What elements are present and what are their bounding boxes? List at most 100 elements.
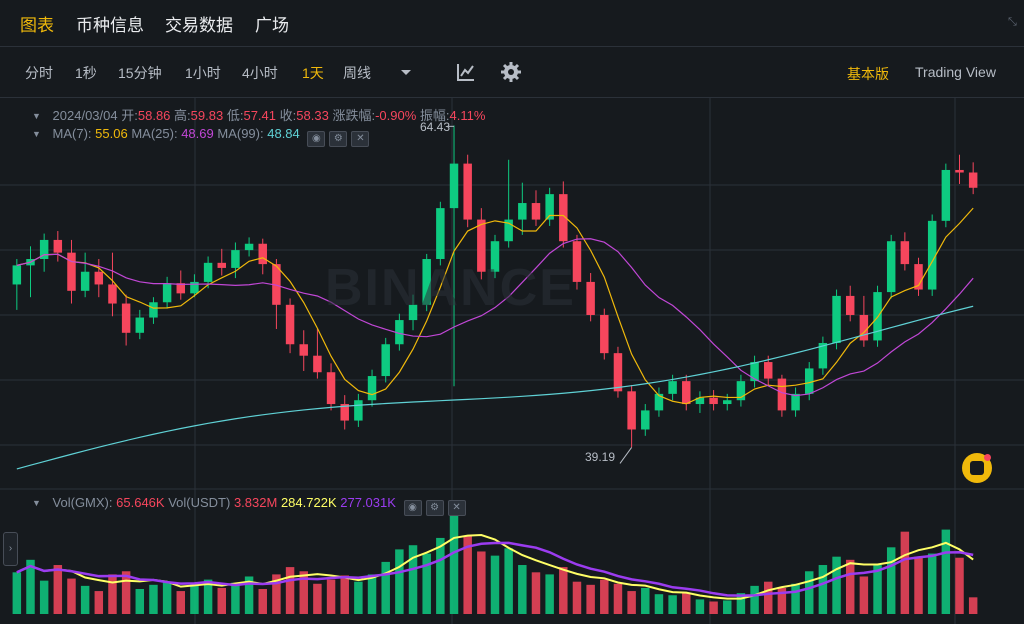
candle-body: [463, 163, 472, 220]
volume-bar: [477, 551, 486, 614]
volume-bar: [422, 553, 431, 614]
timeframe-time[interactable]: 分时: [25, 65, 53, 81]
chevron-down-icon[interactable]: [396, 67, 416, 79]
indicator-icon[interactable]: [455, 61, 477, 83]
volume-bar: [135, 588, 145, 614]
volume-ma1-line: [16, 534, 974, 600]
candle-body: [326, 372, 336, 405]
volume-bar: [531, 572, 541, 614]
candle-body: [654, 393, 664, 411]
volume-bar: [927, 553, 937, 614]
volume-bar: [367, 574, 377, 614]
gear-icon[interactable]: [500, 61, 522, 83]
open-value: 58.86: [137, 108, 171, 123]
low-price-marker: 39.19: [585, 450, 616, 464]
candle-body: [67, 252, 76, 291]
binance-watermark: BINANCE: [325, 259, 576, 317]
tab-coin-info[interactable]: 币种信息: [76, 16, 144, 35]
timeframe-1d[interactable]: 1天: [302, 65, 324, 81]
candle-body: [176, 283, 186, 294]
open-label: 开:: [121, 108, 138, 123]
candle-body: [190, 281, 199, 294]
volume-bar: [121, 571, 131, 614]
caret-down-icon[interactable]: ▼: [32, 498, 41, 508]
low-label: 低:: [226, 108, 244, 123]
change-value: -0.90%: [375, 108, 417, 123]
volume-bar: [299, 571, 308, 614]
volume-bar: [900, 531, 910, 614]
candle-body: [53, 239, 63, 253]
close-icon[interactable]: ✕: [351, 131, 370, 147]
close-icon[interactable]: ✕: [447, 500, 466, 516]
volume-bar: [313, 583, 322, 614]
candle-body: [94, 271, 104, 285]
volume-bar: [545, 574, 554, 614]
volume-bar: [518, 565, 527, 614]
tab-square[interactable]: 广场: [255, 16, 289, 35]
ma99-line: [16, 305, 974, 470]
volume-bar: [408, 545, 418, 614]
volume-ma2-line: [16, 541, 974, 597]
caret-down-icon[interactable]: ▼: [32, 129, 41, 139]
volume-bar: [108, 574, 117, 614]
candle-body: [408, 304, 418, 321]
candle-body: [354, 400, 363, 421]
volume-bar: [873, 565, 882, 614]
volume-bar: [641, 587, 650, 614]
candle-body: [941, 169, 951, 221]
volume-bar: [682, 593, 691, 614]
collapse-icon[interactable]: ⤡: [1008, 16, 1017, 28]
mode-trading-view[interactable]: Trading View: [915, 64, 996, 80]
close-label: 收:: [279, 108, 297, 123]
volume-bar: [695, 599, 705, 614]
candle-body: [12, 265, 22, 285]
volume-bar: [285, 567, 295, 614]
timeframe-1w[interactable]: 周线: [343, 65, 371, 81]
candle-body: [777, 378, 787, 411]
volume-bar: [449, 515, 459, 614]
eye-icon[interactable]: ◉: [403, 500, 422, 516]
settings-icon[interactable]: ⚙: [425, 500, 444, 516]
volume-bar: [627, 591, 636, 614]
vol-ma2-value: 277.031K: [340, 495, 396, 510]
settings-icon[interactable]: ⚙: [329, 131, 348, 147]
notification-dot: [984, 454, 991, 461]
volume-bar: [941, 529, 951, 614]
mode-basic[interactable]: 基本版: [847, 66, 889, 82]
tab-chart[interactable]: 图表: [20, 16, 54, 35]
volume-bar: [968, 597, 978, 614]
tab-trading-data[interactable]: 交易数据: [165, 16, 233, 35]
candle-body: [600, 314, 609, 354]
volume-bar: [190, 583, 199, 614]
candle-body: [832, 295, 841, 343]
vol-usdt-value: 3.832M: [233, 495, 278, 510]
candle-body: [736, 381, 746, 401]
timeframe-1s[interactable]: 1秒: [75, 65, 97, 81]
eye-icon[interactable]: ◉: [307, 131, 326, 147]
timeframe-15m[interactable]: 15分钟: [118, 65, 162, 81]
volume-bar: [818, 565, 828, 614]
timeframe-1h[interactable]: 1小时: [185, 65, 221, 81]
ma99-value: 48.84: [267, 126, 300, 141]
volume-bar: [80, 585, 90, 614]
volume-bar: [203, 579, 213, 614]
volume-bar: [668, 595, 677, 614]
candle-body: [723, 400, 732, 405]
chart-toolbar: 分时 1秒 15分钟 1小时 4小时 1天 周线 基本版 Trading Vie…: [0, 47, 1024, 98]
ma7-value: 55.06: [95, 126, 128, 141]
floating-action-button[interactable]: [962, 453, 992, 483]
timeframe-4h[interactable]: 4小时: [242, 65, 278, 81]
candle-body: [449, 163, 459, 209]
candle-body: [545, 194, 554, 220]
volume-bar: [586, 584, 595, 614]
expand-handle[interactable]: ›: [3, 532, 18, 566]
candle-body: [299, 344, 308, 356]
volume-bar: [613, 583, 623, 614]
candle-body: [668, 381, 677, 394]
volume-bar: [258, 588, 267, 614]
caret-down-icon[interactable]: ▼: [32, 111, 41, 121]
volume-bar: [832, 556, 841, 614]
volume-bar: [600, 579, 609, 614]
ma7-line: [16, 207, 974, 405]
